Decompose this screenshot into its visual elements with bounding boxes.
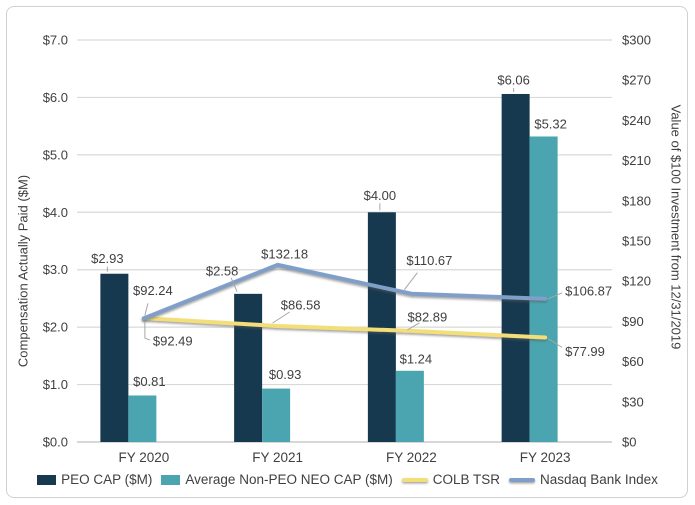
bar-data-label: $6.06: [497, 72, 530, 87]
legend-item: COLB TSR: [401, 472, 501, 487]
x-axis-category: FY 2021: [252, 450, 303, 465]
right-axis-tick: $300: [622, 33, 651, 48]
legend-swatch-line: [401, 477, 428, 482]
legend-swatch-bar: [37, 474, 57, 485]
left-axis-tick: $5.0: [43, 147, 68, 162]
label-leader: [230, 277, 238, 293]
line-data-label: $106.87: [565, 283, 612, 298]
legend-label: COLB TSR: [432, 472, 501, 487]
legend-item: Nasdaq Bank Index: [509, 472, 658, 487]
bar-data-label: $2.93: [91, 251, 124, 266]
left-axis-tick: $2.0: [43, 320, 68, 335]
bar-data-label: $5.32: [534, 116, 567, 131]
bar-peo-1: [234, 293, 263, 442]
bar-neo-3: [529, 136, 558, 443]
x-axis-category: FY 2020: [118, 450, 169, 465]
bar-data-label: $1.24: [400, 351, 433, 366]
line-data-label: $92.24: [133, 283, 173, 298]
legend-label: Average Non-PEO NEO CAP ($M): [185, 472, 393, 487]
line-colb: [141, 316, 548, 340]
bar-data-label: $0.81: [133, 374, 166, 389]
label-leader: [547, 292, 563, 300]
bar-neo-0: [128, 395, 157, 442]
left-axis-tick: $0.0: [43, 435, 68, 450]
line-data-label: $92.49: [153, 334, 193, 349]
bar-peo-3: [501, 93, 530, 443]
line-data-label: $132.18: [261, 246, 308, 261]
right-axis-tick: $180: [622, 193, 651, 208]
label-leader: [403, 272, 418, 291]
legend-swatch-bar: [161, 474, 181, 485]
right-axis-tick: $0: [622, 435, 636, 450]
legend-label: PEO CAP ($M): [61, 472, 153, 487]
line-data-label: $77.99: [565, 344, 605, 359]
left-axis-tick: $3.0: [43, 262, 68, 277]
bar-data-label: $2.58: [206, 263, 239, 278]
bar-data-label: $4.00: [364, 188, 397, 203]
legend-label: Nasdaq Bank Index: [540, 472, 658, 487]
bar-peo-2: [367, 212, 396, 442]
right-axis-tick: $270: [622, 73, 651, 88]
bar-data-label: $0.93: [269, 367, 302, 382]
left-axis-tick: $7.0: [43, 33, 68, 48]
label-leader: [144, 321, 151, 341]
right-axis-tick: $120: [622, 274, 651, 289]
x-axis-category: FY 2023: [520, 450, 571, 465]
legend-swatch-line: [509, 477, 536, 482]
legend: PEO CAP ($M) Average Non-PEO NEO CAP ($M)…: [0, 472, 695, 487]
bar-peo-0: [100, 273, 129, 442]
label-leader: [272, 311, 290, 324]
left-axis-tick: $4.0: [43, 205, 68, 220]
right-axis-tick: $90: [622, 314, 644, 329]
left-axis-tick: $1.0: [43, 377, 68, 392]
right-axis-tick: $60: [622, 354, 644, 369]
label-leader: [144, 303, 149, 316]
line-data-label: $82.89: [407, 309, 447, 324]
right-axis-tick: $210: [622, 153, 651, 168]
legend-item: Average Non-PEO NEO CAP ($M): [161, 472, 393, 487]
label-leader: [407, 322, 420, 331]
right-axis-tick: $30: [622, 394, 644, 409]
line-nasdaq: [141, 262, 548, 321]
bar-neo-2: [395, 370, 424, 442]
line-data-label: $110.67: [406, 253, 452, 268]
bar-neo-1: [262, 388, 291, 442]
label-leader: [547, 338, 563, 348]
right-axis-tick: $240: [622, 113, 651, 128]
legend-item: PEO CAP ($M): [37, 472, 152, 487]
right-axis-tick: $150: [622, 234, 651, 249]
line-data-label: $86.58: [281, 297, 321, 312]
left-axis-tick: $6.0: [43, 90, 68, 105]
x-axis-category: FY 2022: [386, 450, 437, 465]
